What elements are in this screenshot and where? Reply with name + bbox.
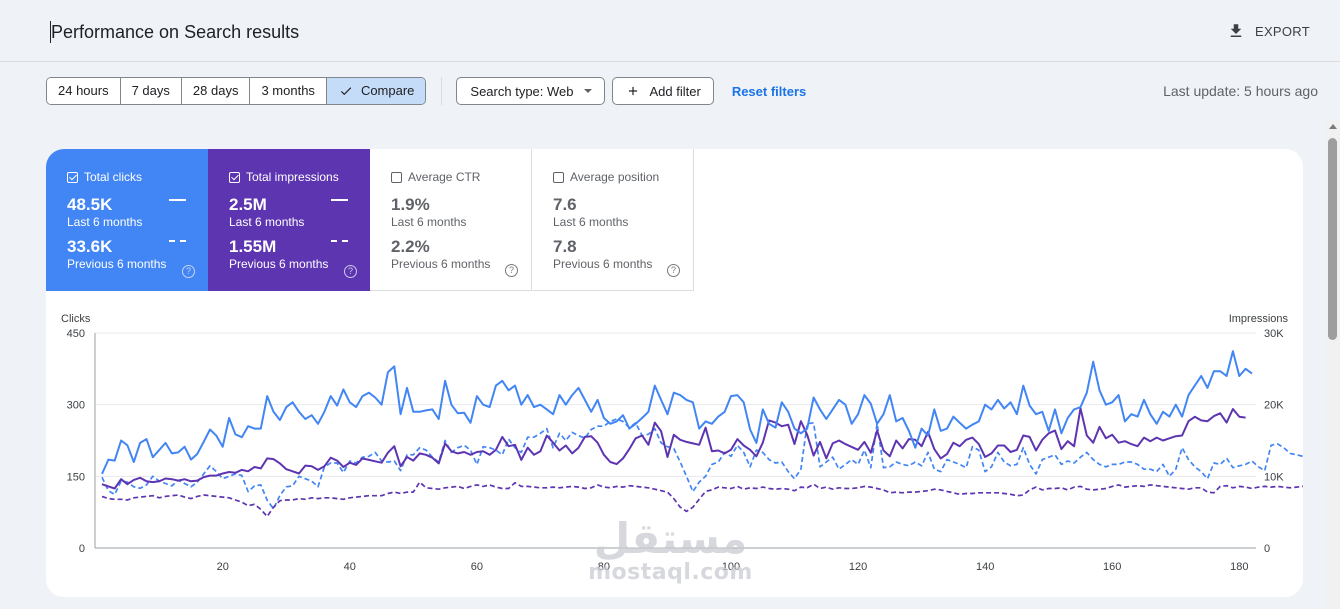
search-type-label: Search type: Web bbox=[470, 83, 574, 99]
scroll-up-arrow-icon[interactable] bbox=[1329, 124, 1337, 129]
add-filter-button[interactable]: Add filter bbox=[611, 77, 714, 105]
metric-value: 7.6 bbox=[553, 195, 577, 214]
metric-previous-period: Previous 6 months bbox=[553, 257, 653, 271]
performance-chart[interactable]: Clicks Impressions 0 150 300 450 0 10K 20K 30K 20 4… bbox=[46, 309, 1303, 597]
y-tick-right: 0 bbox=[1264, 543, 1270, 555]
metric-previous-value: 7.8 bbox=[553, 237, 577, 256]
metric-previous-period: Previous 6 months bbox=[229, 257, 329, 271]
check-icon bbox=[340, 87, 352, 96]
metric-card-total-clicks[interactable]: Total clicks 48.5K Last 6 months 33.6K P… bbox=[46, 149, 208, 291]
x-tick: 20 bbox=[217, 561, 229, 573]
date-range-24-hours[interactable]: 24 hours bbox=[47, 78, 121, 104]
metric-card-average-ctr[interactable]: Average CTR 1.9% Last 6 months 2.2% Prev… bbox=[370, 149, 532, 291]
x-tick: 120 bbox=[849, 561, 867, 573]
series-line-impressions bbox=[101, 407, 1246, 490]
x-tick: 100 bbox=[722, 561, 740, 573]
date-range-7-days[interactable]: 7 days bbox=[120, 78, 182, 104]
page-scrollbar[interactable] bbox=[1326, 120, 1340, 609]
metric-value: 2.5M bbox=[229, 195, 267, 214]
metric-period: Last 6 months bbox=[553, 215, 629, 229]
x-tick: 180 bbox=[1230, 561, 1248, 573]
metric-period: Last 6 months bbox=[229, 215, 305, 229]
y-tick-left: 150 bbox=[67, 471, 85, 483]
help-icon[interactable]: ? bbox=[344, 265, 357, 278]
x-tick: 140 bbox=[976, 561, 994, 573]
last-update-text: Last update: 5 hours ago bbox=[1163, 83, 1318, 99]
download-icon bbox=[1230, 24, 1242, 37]
metric-period: Last 6 months bbox=[391, 215, 467, 229]
x-tick: 80 bbox=[598, 561, 610, 573]
metric-previous-period: Previous 6 months bbox=[67, 257, 167, 271]
y-axis-left-label: Clicks bbox=[61, 313, 91, 325]
legend-solid-line-icon bbox=[169, 199, 186, 201]
help-icon[interactable]: ? bbox=[182, 265, 195, 278]
date-range-28-days[interactable]: 28 days bbox=[181, 78, 251, 104]
metric-previous-value: 33.6K bbox=[67, 237, 113, 256]
page-title: Performance on Search results bbox=[50, 21, 300, 43]
toolbar-divider bbox=[441, 77, 443, 105]
metric-card-average-position[interactable]: Average position 7.6 Last 6 months 7.8 P… bbox=[532, 149, 694, 291]
series-line-impressions-previous bbox=[101, 481, 1303, 518]
export-label: EXPORT bbox=[1254, 23, 1310, 39]
help-icon[interactable]: ? bbox=[667, 264, 680, 277]
x-tick: 40 bbox=[344, 561, 356, 573]
checkbox-unchecked-icon[interactable] bbox=[553, 171, 564, 183]
metric-title: Average position bbox=[570, 170, 660, 184]
header: Performance on Search results EXPORT bbox=[0, 0, 1340, 62]
metric-title: Total impressions bbox=[246, 170, 339, 184]
metric-value: 48.5K bbox=[67, 195, 113, 214]
legend-dashed-line-icon bbox=[331, 240, 348, 242]
dropdown-caret-icon bbox=[583, 89, 592, 93]
metric-header: Total clicks bbox=[67, 170, 208, 184]
metric-header: Total impressions bbox=[229, 170, 370, 184]
legend-solid-line-icon bbox=[331, 199, 348, 201]
y-tick-right: 30K bbox=[1264, 328, 1284, 340]
metric-title: Total clicks bbox=[84, 170, 143, 184]
metric-card-total-impressions[interactable]: Total impressions 2.5M Last 6 months 1.5… bbox=[208, 149, 370, 291]
reset-filters-link[interactable]: Reset filters bbox=[731, 83, 807, 99]
help-icon[interactable]: ? bbox=[505, 264, 518, 277]
metric-value: 1.9% bbox=[391, 195, 430, 214]
toolbar: 24 hours 7 days 28 days 3 months Compare… bbox=[46, 77, 806, 105]
y-tick-right: 20K bbox=[1264, 400, 1284, 412]
plus-icon bbox=[628, 86, 637, 96]
y-tick-left: 450 bbox=[67, 328, 85, 340]
compare-button[interactable]: Compare bbox=[326, 78, 426, 104]
date-range-3-months[interactable]: 3 months bbox=[250, 78, 327, 104]
search-type-dropdown[interactable]: Search type: Web bbox=[456, 77, 605, 105]
series-line-clicks bbox=[101, 350, 1253, 475]
y-tick-right: 10K bbox=[1264, 471, 1284, 483]
metric-header: Average position bbox=[553, 170, 693, 184]
export-button[interactable]: EXPORT bbox=[1227, 22, 1310, 40]
metric-previous-period: Previous 6 months bbox=[391, 257, 491, 271]
compare-label: Compare bbox=[360, 83, 415, 98]
y-tick-left: 300 bbox=[67, 400, 85, 412]
date-range-selector: 24 hours 7 days 28 days 3 months Compare bbox=[46, 77, 427, 105]
y-axis-right-label: Impressions bbox=[1229, 313, 1289, 325]
scrollbar-thumb[interactable] bbox=[1328, 138, 1337, 340]
checkbox-checked-icon[interactable] bbox=[67, 171, 78, 183]
metric-previous-value: 1.55M bbox=[229, 237, 277, 256]
checkbox-unchecked-icon[interactable] bbox=[391, 171, 402, 183]
legend-dashed-line-icon bbox=[169, 240, 186, 242]
y-tick-left: 0 bbox=[79, 543, 85, 555]
x-tick: 160 bbox=[1103, 561, 1121, 573]
series-line-clicks-previous bbox=[101, 418, 1303, 510]
add-filter-label: Add filter bbox=[649, 83, 701, 99]
metric-previous-value: 2.2% bbox=[391, 237, 430, 256]
checkbox-checked-icon[interactable] bbox=[229, 171, 240, 183]
metric-period: Last 6 months bbox=[67, 215, 143, 229]
metric-title: Average CTR bbox=[408, 170, 481, 184]
x-tick: 60 bbox=[471, 561, 483, 573]
performance-card: Total clicks 48.5K Last 6 months 33.6K P… bbox=[46, 149, 1303, 597]
metric-header: Average CTR bbox=[391, 170, 531, 184]
